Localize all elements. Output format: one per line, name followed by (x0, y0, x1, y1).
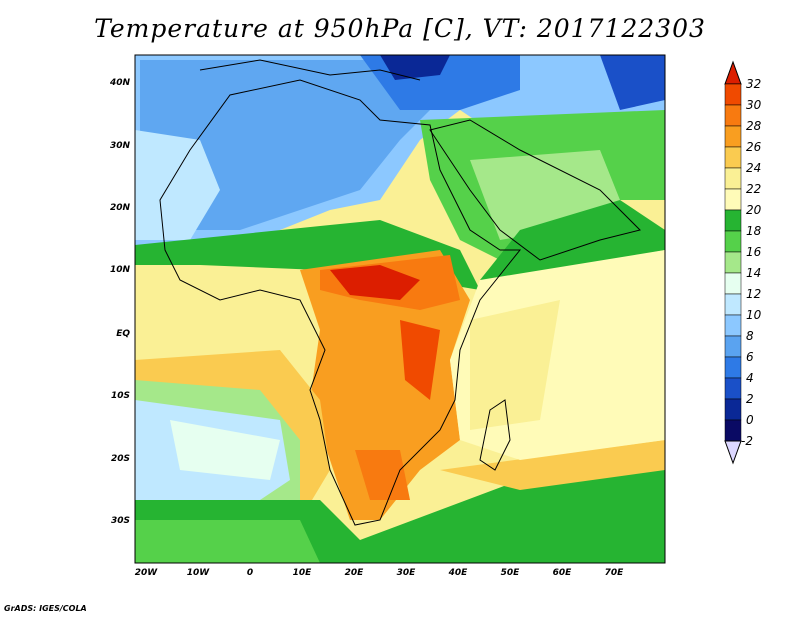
colorbar-label: 12 (746, 287, 762, 301)
colorbar-label: 10 (746, 308, 762, 322)
colorbar-swatch (724, 167, 742, 190)
lat-label: 10S (110, 391, 130, 401)
colorbar-label: 20 (746, 203, 762, 217)
lon-label: 0 (246, 568, 254, 578)
colorbar-label: 18 (746, 224, 762, 238)
lon-label: 10W (186, 568, 210, 578)
colorbar-label: 2 (746, 392, 754, 406)
colorbar-label: 28 (746, 119, 762, 133)
lon-label: 40E (448, 568, 468, 578)
colorbar-swatch (724, 356, 742, 379)
lon-label: 70E (604, 568, 624, 578)
colorbar-swatch (724, 419, 742, 442)
colorbar-swatch (724, 314, 742, 337)
lat-label: 30S (110, 516, 130, 526)
colorbar-swatch (724, 209, 742, 232)
colorbar-swatch (724, 335, 742, 358)
lon-label: 10E (292, 568, 312, 578)
temperature-field (135, 55, 665, 563)
colorbar-label: 26 (746, 140, 762, 154)
lon-label: 50E (500, 568, 520, 578)
coastlines (159, 59, 641, 526)
lon-label: 20E (344, 568, 364, 578)
colorbar-swatch (724, 125, 742, 148)
colorbar-swatch (724, 293, 742, 316)
colorbar-swatch (724, 146, 742, 169)
colorbar-swatch (724, 377, 742, 400)
colorbar-label: 14 (746, 266, 762, 280)
lat-label: 10N (109, 265, 130, 275)
colorbar-label: 0 (746, 413, 754, 427)
colorbar-swatch (724, 188, 742, 211)
colorbar-label: 22 (746, 182, 762, 196)
lon-label: 60E (552, 568, 572, 578)
lat-label: 40N (109, 78, 130, 88)
lat-label: 20S (110, 454, 130, 464)
lat-label: 30N (109, 141, 130, 151)
colorbar-swatch (724, 272, 742, 295)
colorbar-top-arrow (724, 60, 742, 85)
colorbar-label: 6 (746, 350, 754, 364)
colorbar-swatch (724, 104, 742, 127)
colorbar-label: 24 (746, 161, 762, 175)
lon-label: 20W (134, 568, 158, 578)
grads-credit: GrADS: IGES/COLA (4, 604, 87, 613)
colorbar-bottom-arrow (724, 440, 742, 465)
colorbar (724, 60, 742, 465)
colorbar-swatch (724, 83, 742, 106)
colorbar-label: 32 (746, 77, 762, 91)
colorbar-swatch (724, 398, 742, 421)
colorbar-label: 16 (746, 245, 762, 259)
lat-label: 20N (109, 203, 130, 213)
colorbar-swatch (724, 230, 742, 253)
colorbar-label: 30 (746, 98, 762, 112)
colorbar-label: 8 (746, 329, 754, 343)
colorbar-label: -2 (741, 434, 753, 448)
map-title: Temperature at 950hPa [C], VT: 201712230… (94, 14, 706, 43)
colorbar-label: 4 (746, 371, 754, 385)
colorbar-swatch (724, 251, 742, 274)
lat-label: EQ (116, 329, 130, 339)
lon-label: 30E (396, 568, 416, 578)
